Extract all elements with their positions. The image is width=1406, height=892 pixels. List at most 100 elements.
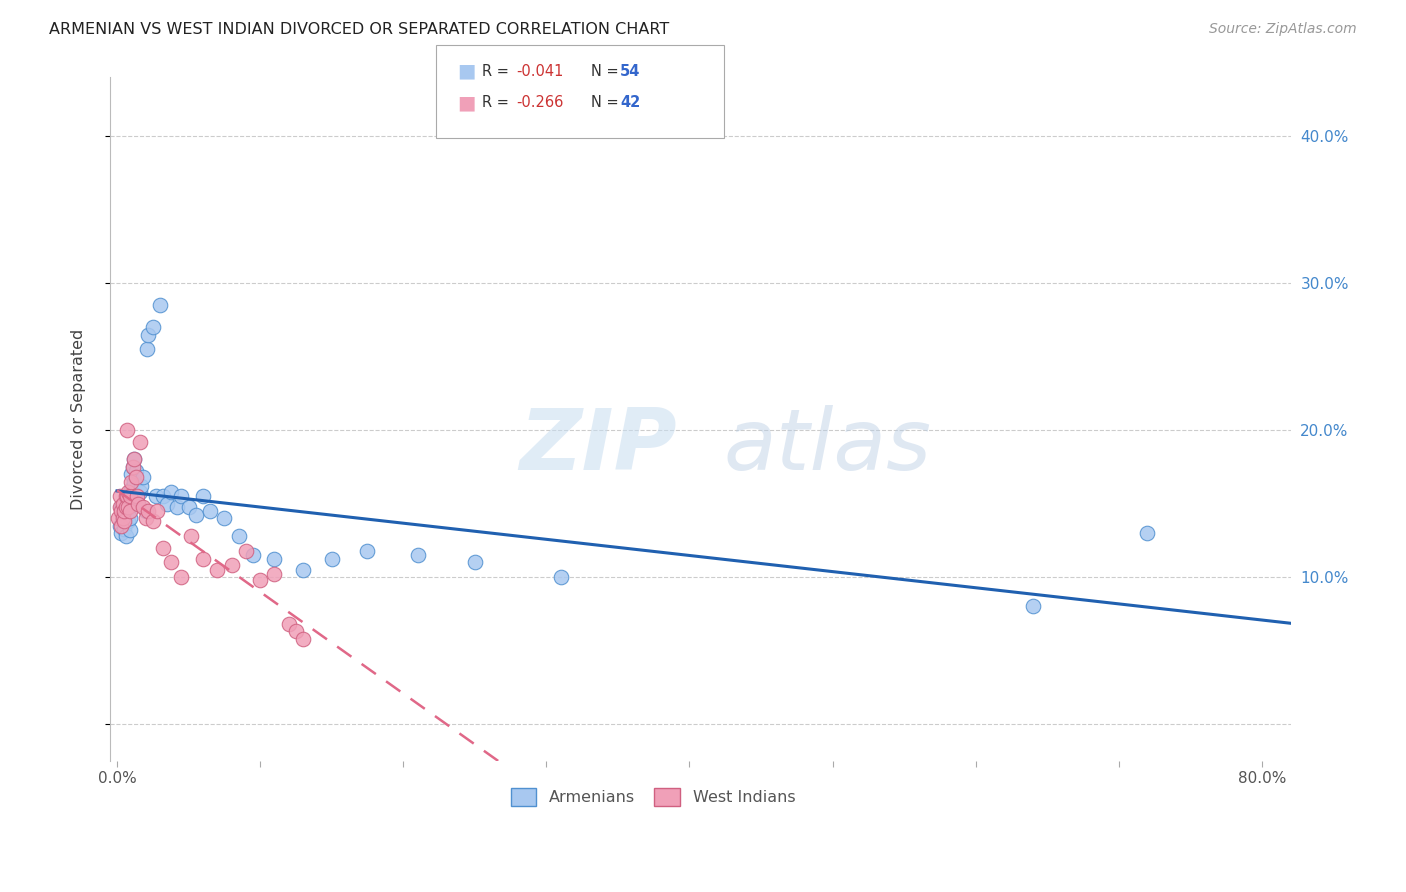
Point: [111, 511, 134, 525]
Point: [170, 489, 193, 503]
Point: [108, 500, 131, 514]
Text: ZIP: ZIP: [519, 405, 676, 488]
Point: [149, 298, 172, 312]
Point: [1022, 599, 1045, 614]
Point: [118, 523, 141, 537]
Point: [110, 525, 132, 540]
Text: Source: ZipAtlas.com: Source: ZipAtlas.com: [1209, 22, 1357, 37]
Point: [292, 632, 315, 646]
Point: [118, 489, 141, 503]
Text: N =: N =: [591, 64, 623, 78]
Text: 42: 42: [620, 95, 640, 110]
Point: [118, 504, 141, 518]
Point: [145, 489, 167, 503]
Text: N =: N =: [591, 95, 623, 110]
Point: [177, 500, 200, 514]
Point: [180, 529, 202, 543]
Point: [132, 500, 155, 514]
Point: [160, 484, 183, 499]
Point: [117, 484, 139, 499]
Point: [166, 500, 188, 514]
Point: [111, 497, 134, 511]
Point: [120, 475, 142, 489]
Point: [108, 489, 131, 503]
Point: [142, 514, 165, 528]
Point: [120, 482, 142, 496]
Point: [292, 563, 315, 577]
Point: [112, 504, 135, 518]
Point: [111, 511, 134, 525]
Point: [121, 459, 143, 474]
Point: [1136, 525, 1159, 540]
Point: [160, 555, 183, 569]
Point: [118, 511, 141, 525]
Point: [135, 511, 157, 525]
Point: [129, 484, 152, 499]
Text: ■: ■: [457, 93, 475, 112]
Point: [111, 504, 134, 518]
Point: [122, 475, 145, 489]
Text: R =: R =: [482, 95, 513, 110]
Point: [138, 504, 160, 518]
Point: [124, 464, 146, 478]
Point: [214, 511, 236, 525]
Point: [228, 529, 250, 543]
Point: [135, 504, 157, 518]
Point: [115, 423, 138, 437]
Point: [136, 343, 159, 357]
Point: [125, 489, 148, 503]
Point: [110, 500, 132, 514]
Point: [115, 489, 138, 503]
Point: [152, 541, 174, 555]
Point: [127, 497, 149, 511]
Point: [170, 570, 193, 584]
Point: [124, 470, 146, 484]
Point: [112, 514, 135, 528]
Point: [263, 552, 285, 566]
Point: [277, 617, 299, 632]
Point: [356, 543, 378, 558]
Point: [114, 508, 136, 523]
Point: [117, 504, 139, 518]
Point: [138, 327, 160, 342]
Point: [112, 507, 135, 521]
Text: R =: R =: [482, 64, 513, 78]
Point: [464, 555, 486, 569]
Point: [110, 504, 132, 518]
Point: [114, 500, 136, 514]
Point: [108, 518, 131, 533]
Point: [129, 434, 152, 449]
Point: [122, 452, 145, 467]
Point: [263, 567, 285, 582]
Point: [114, 489, 136, 503]
Point: [117, 514, 139, 528]
Point: [115, 497, 138, 511]
Point: [284, 624, 307, 639]
Point: [184, 508, 207, 523]
Point: [120, 467, 142, 482]
Point: [112, 522, 135, 536]
Point: [115, 489, 138, 503]
Point: [107, 511, 129, 525]
Point: [122, 452, 145, 467]
Point: [321, 552, 343, 566]
Point: [198, 504, 221, 518]
Point: [131, 479, 153, 493]
Text: ■: ■: [457, 62, 475, 81]
Point: [235, 543, 257, 558]
Text: 54: 54: [620, 64, 640, 78]
Text: -0.266: -0.266: [516, 95, 564, 110]
Y-axis label: Divorced or Separated: Divorced or Separated: [72, 328, 86, 509]
Point: [110, 518, 132, 533]
Point: [242, 548, 264, 562]
Point: [249, 573, 271, 587]
Point: [132, 470, 155, 484]
Point: [146, 504, 169, 518]
Point: [117, 500, 139, 514]
Point: [550, 570, 572, 584]
Point: [121, 459, 143, 474]
Point: [112, 514, 135, 528]
Legend: Armenians, West Indians: Armenians, West Indians: [503, 780, 803, 814]
Point: [191, 489, 214, 503]
Point: [127, 497, 149, 511]
